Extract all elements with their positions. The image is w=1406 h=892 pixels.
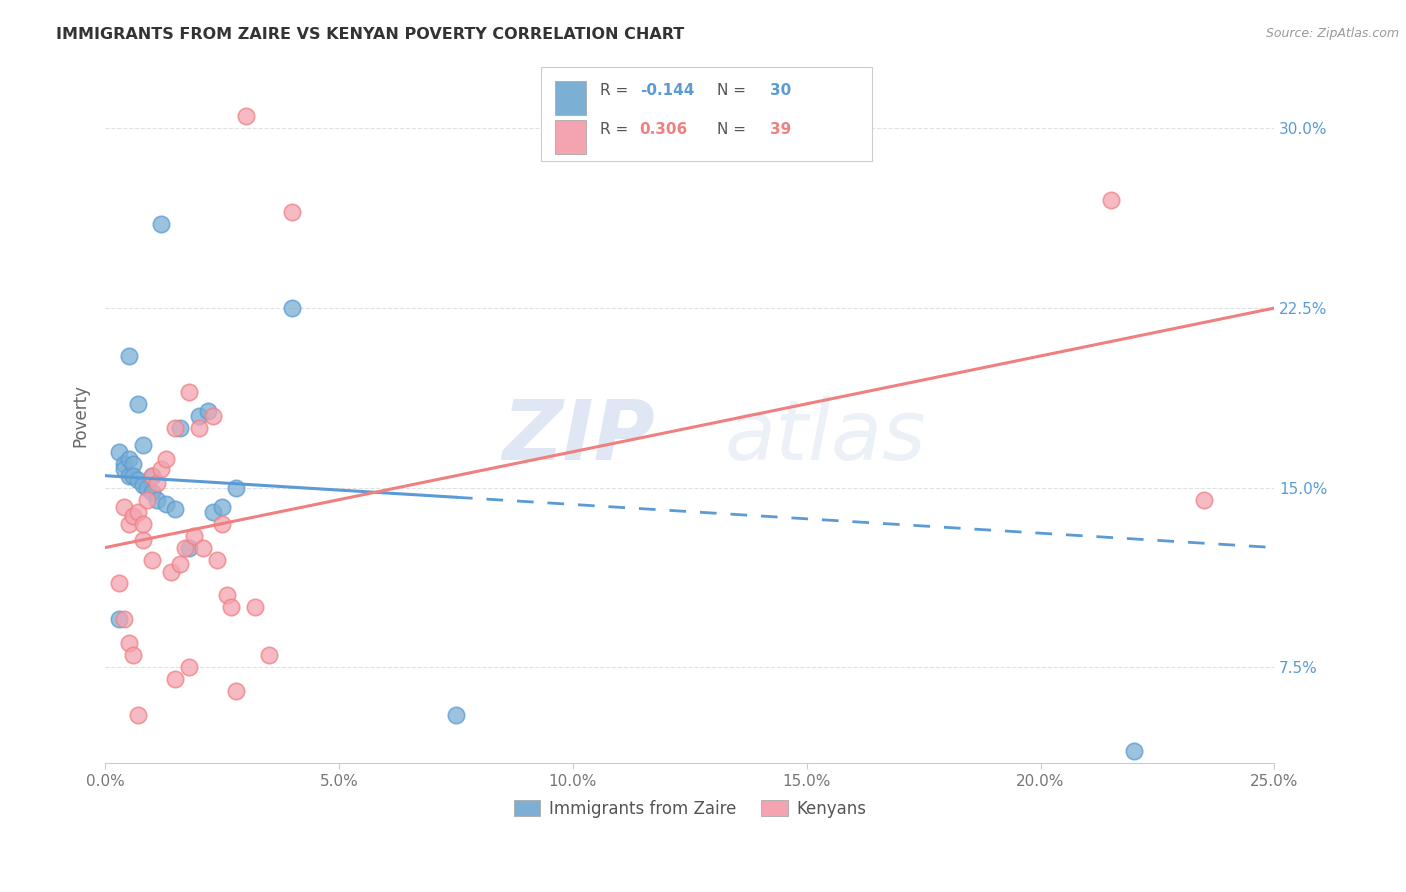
Point <box>141 468 163 483</box>
Point <box>281 301 304 315</box>
Point <box>243 600 266 615</box>
Point <box>136 481 159 495</box>
Point <box>187 421 209 435</box>
Point <box>145 492 167 507</box>
Point <box>215 589 238 603</box>
Text: R =: R = <box>600 122 634 137</box>
Point <box>127 708 149 723</box>
Point <box>1192 492 1215 507</box>
Point <box>150 217 173 231</box>
Point <box>221 600 243 615</box>
Text: ZIP: ZIP <box>502 396 655 477</box>
Point <box>112 500 135 514</box>
Point <box>131 478 153 492</box>
Point <box>235 110 257 124</box>
Point <box>112 457 135 471</box>
Point <box>444 708 467 723</box>
Point <box>131 437 153 451</box>
Point <box>173 541 195 555</box>
Point <box>165 502 187 516</box>
Point <box>197 404 219 418</box>
Point <box>211 500 233 514</box>
Point <box>122 509 145 524</box>
Text: -0.144: -0.144 <box>640 83 695 98</box>
Point <box>183 528 205 542</box>
Text: IMMIGRANTS FROM ZAIRE VS KENYAN POVERTY CORRELATION CHART: IMMIGRANTS FROM ZAIRE VS KENYAN POVERTY … <box>56 27 685 42</box>
Point <box>179 384 201 399</box>
Text: 30: 30 <box>770 83 792 98</box>
Legend: Immigrants from Zaire, Kenyans: Immigrants from Zaire, Kenyans <box>508 793 873 824</box>
Point <box>193 541 215 555</box>
Point <box>207 552 229 566</box>
Text: 39: 39 <box>770 122 792 137</box>
Point <box>141 485 163 500</box>
Point <box>141 468 163 483</box>
Point <box>169 421 191 435</box>
Point <box>108 444 131 458</box>
Point <box>127 474 149 488</box>
Point <box>141 552 163 566</box>
Point <box>136 492 159 507</box>
Point <box>122 457 145 471</box>
Point <box>201 505 224 519</box>
Point <box>1099 194 1122 208</box>
Point <box>117 468 139 483</box>
Point <box>281 205 304 219</box>
Point <box>257 648 280 663</box>
Point <box>159 565 181 579</box>
Point <box>179 541 201 555</box>
Point <box>112 612 135 626</box>
Text: N =: N = <box>717 122 751 137</box>
Point <box>155 498 177 512</box>
Point <box>117 452 139 467</box>
Y-axis label: Poverty: Poverty <box>72 384 89 447</box>
Point <box>165 421 187 435</box>
Point <box>117 349 139 363</box>
Point <box>112 461 135 475</box>
Point <box>127 505 149 519</box>
Point <box>1123 744 1146 758</box>
Point <box>108 612 131 626</box>
Point <box>131 533 153 548</box>
Point <box>131 516 153 531</box>
Point <box>122 648 145 663</box>
Point <box>145 475 167 490</box>
Point <box>122 468 145 483</box>
Text: atlas: atlas <box>725 396 927 477</box>
Point <box>150 461 173 475</box>
Point <box>117 636 139 650</box>
Text: 0.306: 0.306 <box>640 122 688 137</box>
Point <box>225 684 247 698</box>
Text: Source: ZipAtlas.com: Source: ZipAtlas.com <box>1265 27 1399 40</box>
Text: R =: R = <box>600 83 634 98</box>
Point <box>179 660 201 674</box>
Point <box>108 576 131 591</box>
Point <box>165 673 187 687</box>
Point <box>201 409 224 423</box>
Text: N =: N = <box>717 83 751 98</box>
Point <box>225 481 247 495</box>
Point <box>211 516 233 531</box>
Point <box>169 558 191 572</box>
Point <box>127 397 149 411</box>
Point <box>187 409 209 423</box>
Point <box>117 516 139 531</box>
Point <box>155 452 177 467</box>
